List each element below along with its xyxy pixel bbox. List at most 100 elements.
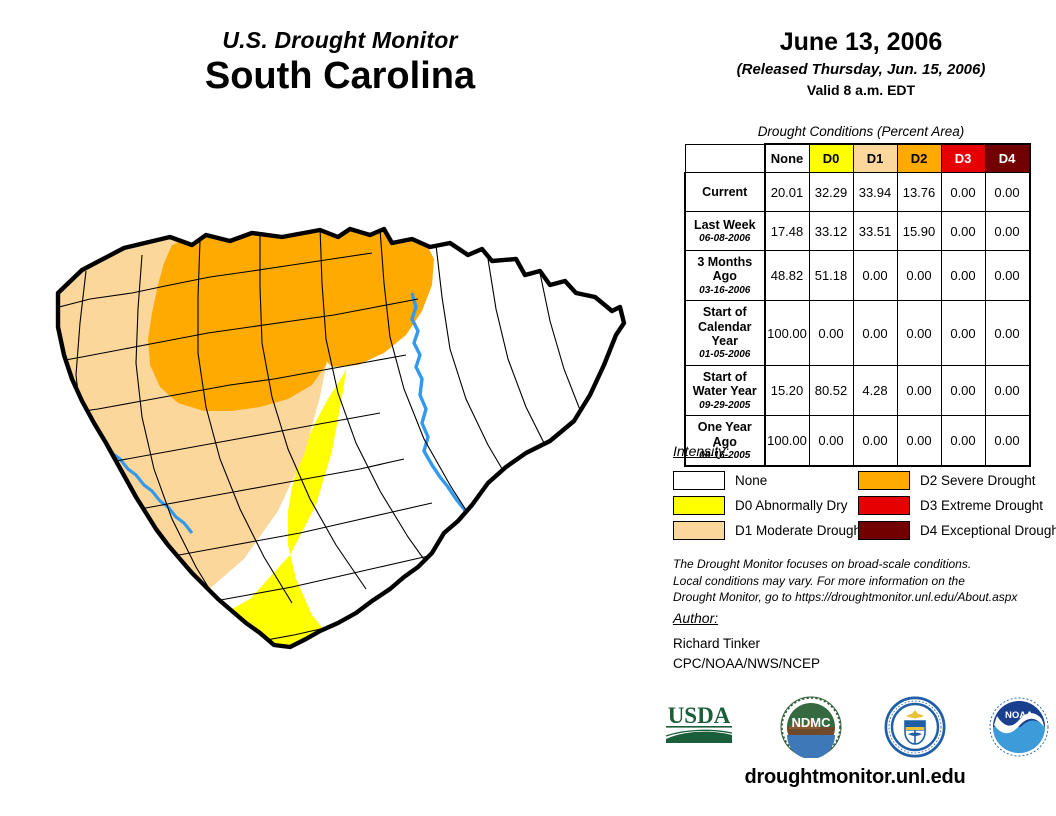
table-row-name: Last Week [693, 217, 756, 232]
usdc-seal-logo [884, 696, 946, 758]
svg-text:USDA: USDA [668, 703, 731, 728]
legend-column-left: None D0 Abnormally Dry D1 Moderate Drought [673, 468, 865, 543]
table-col-header-d1: D1 [852, 143, 898, 173]
table-cell-none: 17.48 [764, 211, 810, 251]
footnote-line-2: Local conditions may vary. For more info… [673, 573, 965, 588]
table-row-name: Start of Calendar Year [698, 305, 752, 348]
footnote-line-3: Drought Monitor, go to https://droughtmo… [673, 590, 1018, 605]
table-cell-d0: 0.00 [808, 415, 854, 468]
legend-swatch [858, 521, 910, 540]
legend-label: D0 Abnormally Dry [735, 498, 848, 513]
table-col-header-d2: D2 [896, 143, 942, 173]
table-row-label: Last Week 06-08-2006 [684, 211, 766, 251]
site-url[interactable]: droughtmonitor.unl.edu [744, 766, 966, 788]
table-cell-d4: 0.00 [984, 415, 1031, 468]
noaa-logo: NOAA [989, 697, 1049, 757]
table-cell-none: 20.01 [764, 172, 810, 212]
table-col-header-d3: D3 [940, 143, 986, 173]
table-cell-d3: 0.00 [940, 211, 986, 251]
valid-time: Valid 8 a.m. EDT [806, 81, 916, 98]
map-region-d2 [148, 229, 434, 411]
table-row-label: Current [684, 172, 766, 212]
table-cell-none: 15.20 [764, 364, 810, 417]
table-cell-d2: 15.90 [896, 211, 942, 251]
table-row: Start of Water Year 09-29-2005 15.20 80.52 4.… [684, 364, 1031, 417]
table-cell-d1: 4.28 [852, 364, 898, 417]
legend-item[interactable]: D2 Severe Drought [858, 468, 1056, 493]
table-cell-d4: 0.00 [984, 300, 1031, 366]
map-state-boundary [55, 226, 627, 650]
legend-swatch [858, 496, 910, 515]
table-row: 3 Months Ago 03-16-2006 48.82 51.18 0.00 0.00… [684, 249, 1031, 302]
table-row-name: 3 Months Ago [697, 255, 753, 284]
table-row-date: 06-08-2006 [699, 232, 751, 244]
table-cell-d2: 0.00 [896, 249, 942, 302]
page-title-kicker: U.S. Drought Monitor [222, 27, 458, 53]
legend-label: D4 Exceptional Drought [920, 523, 1056, 538]
table-cell-d2: 0.00 [896, 415, 942, 468]
table-cell-d4: 0.00 [984, 172, 1031, 212]
table-cell-d1: 0.00 [852, 415, 898, 468]
drought-conditions-table: None D0 D1 D2 D3 D4 Current 20.01 32.29 33.94 13.… [684, 143, 1031, 468]
table-row-name: Current [702, 184, 748, 199]
table-cell-d3: 0.00 [940, 172, 986, 212]
table-cell-d3: 0.00 [940, 415, 986, 468]
table-cell-d2: 0.00 [896, 300, 942, 366]
table-header: None D0 D1 D2 D3 D4 [684, 143, 1031, 173]
legend-swatch [673, 521, 725, 540]
table-cell-d3: 0.00 [940, 364, 986, 417]
author-affiliation: CPC/NOAA/NWS/NCEP [673, 655, 821, 671]
author-block: Richard Tinker CPC/NOAA/NWS/NCEP [673, 634, 820, 673]
table-row: Last Week 06-08-2006 17.48 33.12 33.51 15.90 0… [684, 211, 1031, 251]
table-cell-d0: 51.18 [808, 249, 854, 302]
legend-item[interactable]: D0 Abnormally Dry [673, 493, 865, 518]
table-cell-none: 48.82 [764, 249, 810, 302]
table-cell-d4: 0.00 [984, 364, 1031, 417]
table-row-label: One Year Ago 06-16-2005 [684, 415, 766, 468]
table-body: Current 20.01 32.29 33.94 13.76 0.00 0.00 Last … [684, 172, 1031, 468]
table-cell-d4: 0.00 [984, 211, 1031, 251]
table-cell-d3: 0.00 [940, 300, 986, 366]
table-col-header-none: None [763, 143, 810, 173]
table-cell-none: 100.00 [764, 300, 810, 366]
ndmc-logo: NDMC [780, 696, 842, 758]
footnote-line-1: The Drought Monitor focuses on broad-sca… [673, 557, 972, 571]
table-cell-d3: 0.00 [940, 249, 986, 302]
legend-item[interactable]: D1 Moderate Drought [673, 518, 865, 543]
south-carolina-map-svg[interactable] [20, 215, 660, 715]
usda-logo: USDA [665, 703, 733, 743]
legend-item[interactable]: None [673, 468, 865, 493]
page-title: South Carolina [204, 55, 476, 98]
legend-item[interactable]: D3 Extreme Drought [858, 493, 1056, 518]
legend-label: D3 Extreme Drought [920, 498, 1044, 513]
svg-text:NDMC: NDMC [792, 715, 832, 730]
table-row-label: Start of Water Year 09-29-2005 [684, 364, 766, 417]
table-cell-d4: 0.00 [984, 249, 1031, 302]
logo-strip: USDA NDMC NOAA [660, 694, 1050, 760]
svg-text:NOAA: NOAA [1005, 710, 1033, 721]
map-title-block: U.S. Drought Monitor South Carolina [60, 27, 620, 99]
table-cell-d1: 0.00 [852, 300, 898, 366]
valid-date: June 13, 2006 [779, 28, 943, 56]
legend-swatch [673, 496, 725, 515]
table-cell-d1: 33.51 [852, 211, 898, 251]
table-cell-d1: 33.94 [852, 172, 898, 212]
table-cell-d2: 13.76 [896, 172, 942, 212]
table-row-label: 3 Months Ago 03-16-2006 [684, 249, 766, 302]
table-col-header-d0: D0 [808, 143, 854, 173]
table-col-header-d4: D4 [984, 143, 1031, 173]
legend-swatch [673, 471, 725, 490]
legend-swatch [858, 471, 910, 490]
legend-label: D2 Severe Drought [920, 473, 1036, 488]
table-row-date: 09-29-2005 [699, 399, 751, 411]
legend-label: None [735, 473, 768, 488]
release-date: (Released Thursday, Jun. 15, 2006) [736, 60, 986, 78]
table-caption: Drought Conditions (Percent Area) [757, 124, 965, 139]
table-row-label: Start of Calendar Year 01-05-2006 [684, 300, 766, 366]
table-row: One Year Ago 06-16-2005 100.00 0.00 0.00 0.00… [684, 415, 1031, 468]
table-row-date: 03-16-2006 [699, 284, 751, 296]
legend-item[interactable]: D4 Exceptional Drought [858, 518, 1056, 543]
date-block: June 13, 2006 (Released Thursday, Jun. 1… [676, 28, 1046, 98]
drought-map[interactable] [20, 215, 660, 715]
author-heading: Author: [673, 610, 719, 626]
